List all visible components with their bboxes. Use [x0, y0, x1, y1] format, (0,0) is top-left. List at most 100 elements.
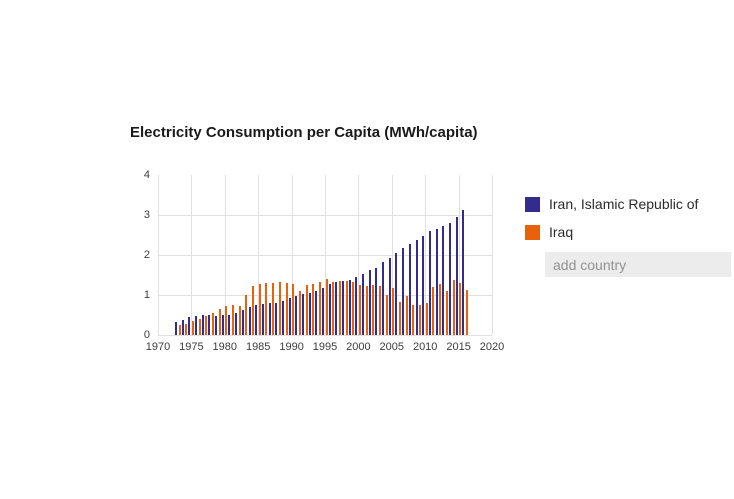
- bar-iran-1988[interactable]: [275, 303, 278, 335]
- x-tick-label: 2000: [346, 341, 371, 353]
- bar-iran-1978[interactable]: [208, 315, 211, 335]
- bar-iraq-1975[interactable]: [192, 320, 194, 335]
- bar-iran-1987[interactable]: [268, 302, 271, 335]
- bar-iran-2013[interactable]: [442, 225, 445, 335]
- bar-iran-2003[interactable]: [375, 267, 378, 335]
- bar-iran-1974[interactable]: [181, 319, 184, 335]
- bar-iraq-1991[interactable]: [298, 291, 301, 335]
- bar-iran-1979[interactable]: [215, 315, 218, 335]
- x-tick-label: 1990: [279, 341, 304, 353]
- bar-iraq-2007[interactable]: [405, 296, 408, 335]
- bar-iraq-2014[interactable]: [452, 279, 455, 335]
- bar-iran-1997[interactable]: [335, 282, 338, 335]
- bar-iran-2014[interactable]: [448, 223, 451, 335]
- bar-iran-1982[interactable]: [235, 312, 238, 335]
- bar-iran-1996[interactable]: [328, 283, 331, 335]
- bar-iraq-2015[interactable]: [459, 283, 462, 335]
- bar-iraq-1973[interactable]: [178, 325, 181, 335]
- bar-iraq-2004[interactable]: [385, 295, 388, 335]
- bar-iran-2005[interactable]: [388, 258, 391, 335]
- bar-iraq-2002[interactable]: [372, 284, 375, 335]
- bar-iran-1992[interactable]: [301, 294, 304, 335]
- bar-iraq-1978[interactable]: [212, 312, 215, 335]
- bar-iran-1985[interactable]: [255, 305, 258, 335]
- bar-iraq-2013[interactable]: [445, 291, 448, 335]
- bar-iraq-1990[interactable]: [292, 284, 295, 335]
- bar-iraq-1982[interactable]: [238, 306, 241, 335]
- bar-iraq-1988[interactable]: [278, 281, 281, 335]
- legend-item-iraq[interactable]: Iraq: [525, 224, 731, 240]
- bar-iraq-1987[interactable]: [272, 282, 275, 335]
- x-tick-label: 2005: [379, 341, 405, 353]
- bar-iraq-1981[interactable]: [232, 305, 235, 335]
- bar-iraq-1974[interactable]: [185, 323, 188, 335]
- bar-iraq-2005[interactable]: [392, 287, 395, 335]
- y-tick-label: 3: [143, 209, 150, 221]
- bar-iran-2015[interactable]: [455, 216, 458, 335]
- bar-iraq-1979[interactable]: [218, 309, 221, 335]
- bar-iran-1993[interactable]: [308, 293, 311, 335]
- legend-item-iran[interactable]: Iran, Islamic Republic of: [525, 196, 731, 212]
- bar-iran-2004[interactable]: [382, 262, 385, 335]
- bar-iran-2009[interactable]: [415, 239, 418, 335]
- bar-iraq-1998[interactable]: [345, 281, 348, 335]
- bar-iran-1998[interactable]: [342, 281, 345, 335]
- bar-iran-2010[interactable]: [422, 236, 425, 335]
- bar-iraq-2011[interactable]: [432, 287, 435, 335]
- bar-iran-1984[interactable]: [248, 307, 251, 335]
- bar-iran-2012[interactable]: [435, 229, 438, 335]
- bar-iran-2006[interactable]: [395, 253, 398, 335]
- bar-iraq-1993[interactable]: [312, 283, 315, 335]
- bar-iraq-1996[interactable]: [332, 281, 335, 335]
- bar-iran-1981[interactable]: [228, 315, 231, 335]
- bar-iran-1990[interactable]: [288, 298, 291, 335]
- x-tick-label: 1985: [245, 341, 271, 353]
- bar-iran-1973[interactable]: [175, 321, 178, 335]
- bar-iraq-2006[interactable]: [399, 302, 402, 335]
- bar-iraq-1989[interactable]: [285, 282, 288, 335]
- bar-iraq-1986[interactable]: [265, 283, 268, 335]
- bar-iraq-1994[interactable]: [318, 281, 321, 335]
- bar-iran-1980[interactable]: [221, 315, 224, 335]
- bar-iraq-1983[interactable]: [245, 295, 248, 335]
- bar-iran-2007[interactable]: [402, 247, 405, 335]
- bar-iraq-2016[interactable]: [465, 289, 468, 335]
- bar-iran-1991[interactable]: [295, 295, 298, 335]
- bar-iran-1999[interactable]: [348, 280, 351, 335]
- bar-iraq-1992[interactable]: [305, 285, 308, 335]
- add-country-input[interactable]: [545, 252, 731, 277]
- x-tick-label: 1995: [312, 341, 338, 353]
- bar-iraq-1997[interactable]: [338, 281, 341, 335]
- bar-iraq-1977[interactable]: [205, 316, 208, 335]
- bar-iran-2000[interactable]: [355, 276, 358, 335]
- bar-iraq-2003[interactable]: [379, 286, 382, 335]
- bar-iran-1977[interactable]: [201, 315, 204, 335]
- bar-iraq-2010[interactable]: [425, 303, 428, 335]
- bar-iran-1989[interactable]: [281, 301, 284, 335]
- bar-iran-2002[interactable]: [368, 270, 371, 335]
- bar-iraq-1999[interactable]: [352, 282, 355, 335]
- bar-iran-2001[interactable]: [362, 274, 365, 335]
- bar-iraq-1980[interactable]: [225, 305, 228, 335]
- bar-iraq-2012[interactable]: [439, 283, 442, 335]
- bar-iraq-1976[interactable]: [198, 319, 201, 335]
- bar-iraq-1984[interactable]: [252, 286, 255, 335]
- bar-iraq-2008[interactable]: [412, 305, 415, 335]
- bar-iraq-1995[interactable]: [325, 279, 328, 335]
- bar-iran-1975[interactable]: [188, 317, 191, 335]
- bar-iraq-2000[interactable]: [359, 284, 361, 335]
- bar-iraq-2009[interactable]: [419, 305, 422, 335]
- bar-iran-1983[interactable]: [241, 310, 244, 335]
- legend-label-iran: Iran, Islamic Republic of: [549, 196, 699, 212]
- bar-iraq-2001[interactable]: [365, 286, 368, 335]
- bar-iraq-1985[interactable]: [258, 284, 261, 335]
- bar-iran-2011[interactable]: [428, 231, 431, 335]
- gridline-vertical: [492, 175, 493, 335]
- bar-iran-2016[interactable]: [462, 210, 465, 335]
- bar-iran-1994[interactable]: [315, 291, 318, 335]
- bar-iran-2008[interactable]: [408, 243, 411, 335]
- bar-iran-1986[interactable]: [261, 303, 264, 335]
- gridline-horizontal: [158, 335, 492, 336]
- bar-iran-1995[interactable]: [322, 287, 324, 335]
- bar-iran-1976[interactable]: [195, 316, 198, 335]
